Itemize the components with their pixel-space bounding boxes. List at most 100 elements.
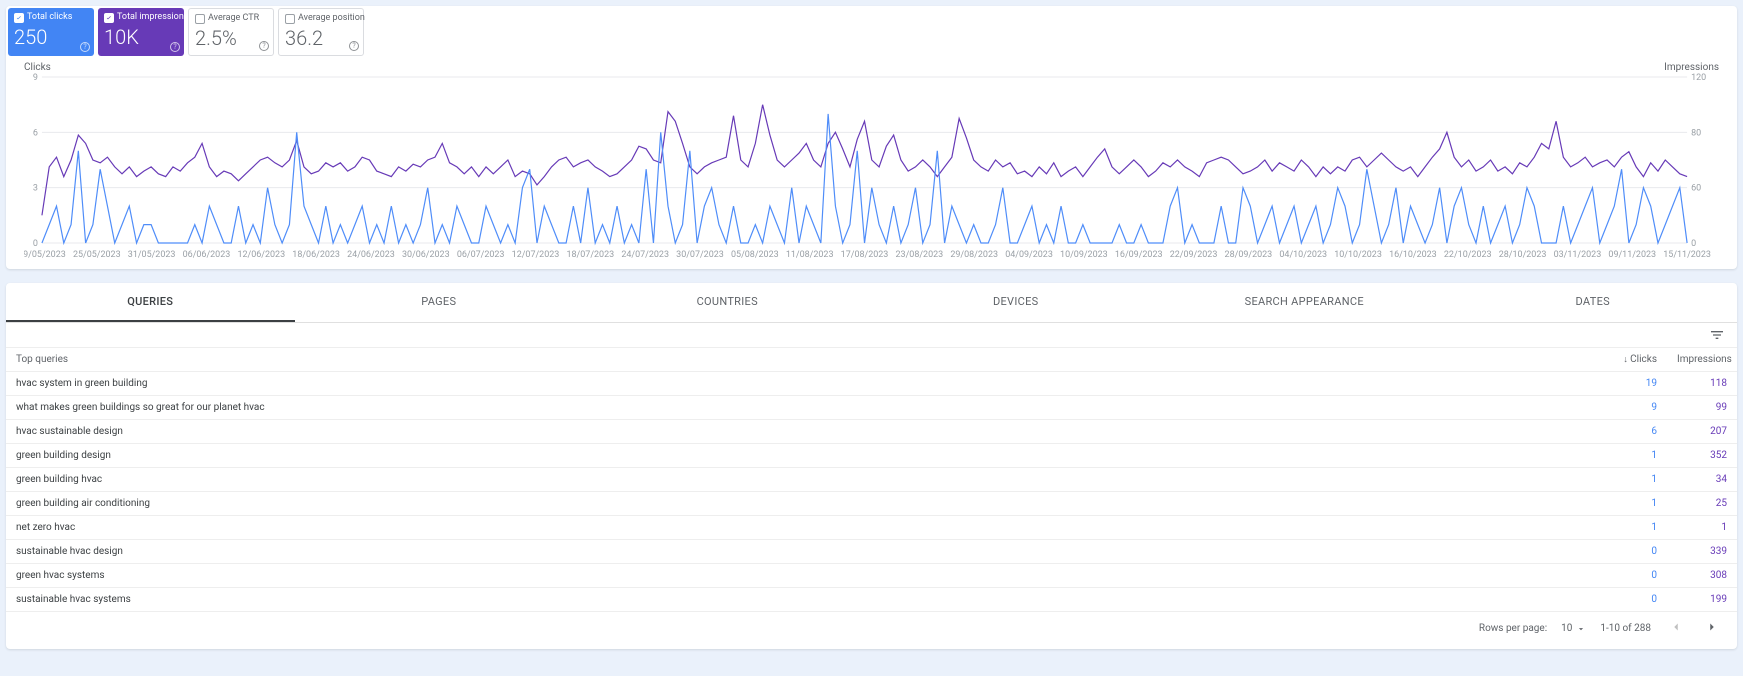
performance-card: Total clicks250?Total impressions10K?Ave… [6, 6, 1737, 269]
table-row[interactable]: green hvac systems0308 [6, 564, 1737, 588]
info-icon[interactable]: ? [259, 41, 269, 51]
impressions-cell: 34 [1667, 468, 1737, 492]
svg-text:24/06/2023: 24/06/2023 [347, 250, 395, 260]
impressions-cell: 339 [1667, 540, 1737, 564]
query-cell: green building air conditioning [6, 492, 1597, 516]
metric-card-clicks[interactable]: Total clicks250? [8, 8, 94, 56]
metric-value: 2.5% [195, 26, 267, 50]
svg-text:0: 0 [1691, 239, 1696, 249]
svg-text:30/07/2023: 30/07/2023 [676, 250, 724, 260]
table-row[interactable]: net zero hvac11 [6, 516, 1737, 540]
metric-label-text: Average position [298, 13, 365, 24]
svg-text:6: 6 [33, 128, 38, 138]
impressions-cell: 1 [1667, 516, 1737, 540]
query-cell: sustainable hvac design [6, 540, 1597, 564]
query-cell: net zero hvac [6, 516, 1597, 540]
tab-queries[interactable]: QUERIES [6, 283, 295, 322]
info-icon[interactable]: ? [170, 42, 180, 52]
rows-per-page-select[interactable]: 10 [1561, 623, 1586, 634]
svg-text:16/09/2023: 16/09/2023 [1115, 250, 1163, 260]
info-icon[interactable]: ? [349, 41, 359, 51]
impressions-cell: 352 [1667, 444, 1737, 468]
table-row[interactable]: sustainable hvac design0339 [6, 540, 1737, 564]
header-clicks[interactable]: Clicks [1597, 348, 1667, 372]
performance-chart[interactable]: 00360680912019/05/202325/05/202331/05/20… [24, 73, 1719, 263]
y-axis-right-label: Impressions [1664, 62, 1719, 73]
svg-text:04/10/2023: 04/10/2023 [1279, 250, 1327, 260]
chevron-down-icon [1576, 624, 1586, 634]
svg-text:04/09/2023: 04/09/2023 [1005, 250, 1053, 260]
svg-text:10/10/2023: 10/10/2023 [1334, 250, 1382, 260]
tab-appearance[interactable]: SEARCH APPEARANCE [1160, 283, 1449, 322]
svg-text:15/11/2023: 15/11/2023 [1663, 250, 1711, 260]
svg-text:120: 120 [1691, 73, 1706, 83]
tab-pages[interactable]: PAGES [295, 283, 584, 322]
svg-text:24/07/2023: 24/07/2023 [621, 250, 669, 260]
metric-card-position[interactable]: Average position36.2? [278, 8, 364, 56]
clicks-cell: 0 [1597, 588, 1667, 612]
svg-text:80: 80 [1691, 128, 1701, 138]
impressions-cell: 25 [1667, 492, 1737, 516]
clicks-cell: 1 [1597, 492, 1667, 516]
metric-card-ctr[interactable]: Average CTR2.5%? [188, 8, 274, 56]
svg-text:06/06/2023: 06/06/2023 [183, 250, 231, 260]
clicks-cell: 6 [1597, 420, 1667, 444]
checkbox-unchecked-icon [285, 14, 295, 24]
table-row[interactable]: what makes green buildings so great for … [6, 396, 1737, 420]
metric-card-impressions[interactable]: Total impressions10K? [98, 8, 184, 56]
clicks-cell: 0 [1597, 540, 1667, 564]
svg-text:28/10/2023: 28/10/2023 [1499, 250, 1547, 260]
svg-text:9: 9 [33, 73, 38, 83]
query-cell: green building design [6, 444, 1597, 468]
query-cell: green building hvac [6, 468, 1597, 492]
header-query[interactable]: Top queries [6, 348, 1597, 372]
svg-text:23/08/2023: 23/08/2023 [896, 250, 944, 260]
impressions-cell: 207 [1667, 420, 1737, 444]
info-icon[interactable]: ? [80, 42, 90, 52]
tab-devices[interactable]: DEVICES [872, 283, 1161, 322]
clicks-cell: 1 [1597, 444, 1667, 468]
svg-text:22/10/2023: 22/10/2023 [1444, 250, 1492, 260]
svg-text:60: 60 [1691, 184, 1701, 194]
clicks-cell: 0 [1597, 564, 1667, 588]
checkbox-checked-icon [14, 13, 24, 23]
impressions-cell: 308 [1667, 564, 1737, 588]
filter-icon[interactable] [1709, 327, 1725, 343]
table-row[interactable]: hvac system in green building19118 [6, 372, 1737, 396]
svg-text:3: 3 [33, 184, 38, 194]
svg-text:09/11/2023: 09/11/2023 [1608, 250, 1656, 260]
pagination: Rows per page: 10 1-10 of 288 [6, 612, 1737, 649]
query-cell: green hvac systems [6, 564, 1597, 588]
svg-text:0: 0 [33, 239, 38, 249]
svg-text:11/08/2023: 11/08/2023 [786, 250, 834, 260]
table-header-row: Top queries Clicks Impressions [6, 348, 1737, 372]
svg-text:22/09/2023: 22/09/2023 [1170, 250, 1218, 260]
filter-row [6, 323, 1737, 348]
prev-page-button[interactable] [1665, 620, 1687, 637]
metrics-row: Total clicks250?Total impressions10K?Ave… [6, 6, 1737, 56]
impressions-cell: 118 [1667, 372, 1737, 396]
queries-table: Top queries Clicks Impressions hvac syst… [6, 348, 1737, 612]
svg-text:10/09/2023: 10/09/2023 [1060, 250, 1108, 260]
svg-text:18/07/2023: 18/07/2023 [566, 250, 614, 260]
next-page-button[interactable] [1701, 620, 1723, 637]
rows-per-page-label: Rows per page: [1479, 623, 1547, 634]
svg-text:12/07/2023: 12/07/2023 [512, 250, 560, 260]
tab-dates[interactable]: DATES [1449, 283, 1738, 322]
metric-label: Average position [285, 13, 357, 24]
tab-countries[interactable]: COUNTRIES [583, 283, 872, 322]
header-impressions[interactable]: Impressions [1667, 348, 1737, 372]
metric-label: Total clicks [14, 12, 88, 23]
table-row[interactable]: hvac sustainable design6207 [6, 420, 1737, 444]
table-row[interactable]: green building design1352 [6, 444, 1737, 468]
impressions-cell: 199 [1667, 588, 1737, 612]
clicks-cell: 1 [1597, 516, 1667, 540]
svg-text:03/11/2023: 03/11/2023 [1554, 250, 1602, 260]
page-range: 1-10 of 288 [1600, 623, 1651, 634]
table-row[interactable]: sustainable hvac systems0199 [6, 588, 1737, 612]
table-row[interactable]: green building hvac134 [6, 468, 1737, 492]
svg-text:30/06/2023: 30/06/2023 [402, 250, 450, 260]
table-row[interactable]: green building air conditioning125 [6, 492, 1737, 516]
svg-text:05/08/2023: 05/08/2023 [731, 250, 779, 260]
svg-text:12/06/2023: 12/06/2023 [237, 250, 285, 260]
